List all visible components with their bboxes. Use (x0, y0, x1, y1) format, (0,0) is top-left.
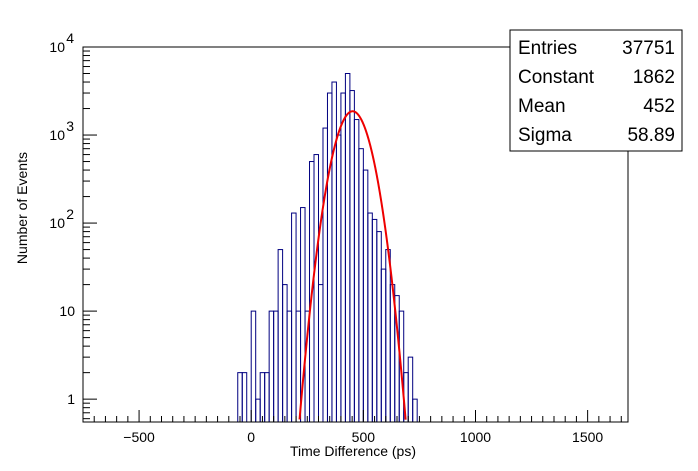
x-tick-label: 1500 (572, 429, 603, 445)
stats-label: Mean (518, 96, 566, 117)
y-axis-title: Number of Events (14, 152, 30, 264)
plot-frame (82, 46, 629, 423)
x-tick-label: −500 (123, 429, 155, 445)
x-tick-label: 1000 (460, 429, 491, 445)
gaussian-fit-curve (298, 110, 407, 420)
stats-box-frame (509, 29, 683, 152)
stats-value: 452 (643, 96, 675, 117)
y-tick-label: 1 (67, 391, 75, 407)
y-tick-exponent: 4 (66, 30, 74, 46)
y-tick-label: 10 (49, 127, 65, 143)
x-tick-label: 0 (247, 429, 255, 445)
stats-label: Entries (518, 38, 577, 59)
stats-box: Entries 37751 Constant 1862 Mean 452 Sigma 58.8… (509, 29, 683, 152)
y-tick-exponent: 3 (66, 118, 74, 134)
y-tick-label: 10 (59, 303, 75, 319)
x-tick-label: 500 (352, 429, 376, 445)
stats-value: 37751 (622, 38, 675, 59)
x-axis: −500 0 500 1000 1500 (93, 410, 622, 445)
stats-value: 58.89 (627, 125, 675, 146)
x-axis-title: Time Difference (ps) (290, 443, 416, 459)
y-tick-exponent: 2 (66, 206, 74, 222)
stats-value: 1862 (633, 67, 675, 88)
y-tick-label: 10 (49, 215, 65, 231)
y-tick-label: 10 (49, 39, 65, 55)
stats-label: Sigma (518, 125, 572, 146)
stats-label: Constant (518, 67, 595, 88)
